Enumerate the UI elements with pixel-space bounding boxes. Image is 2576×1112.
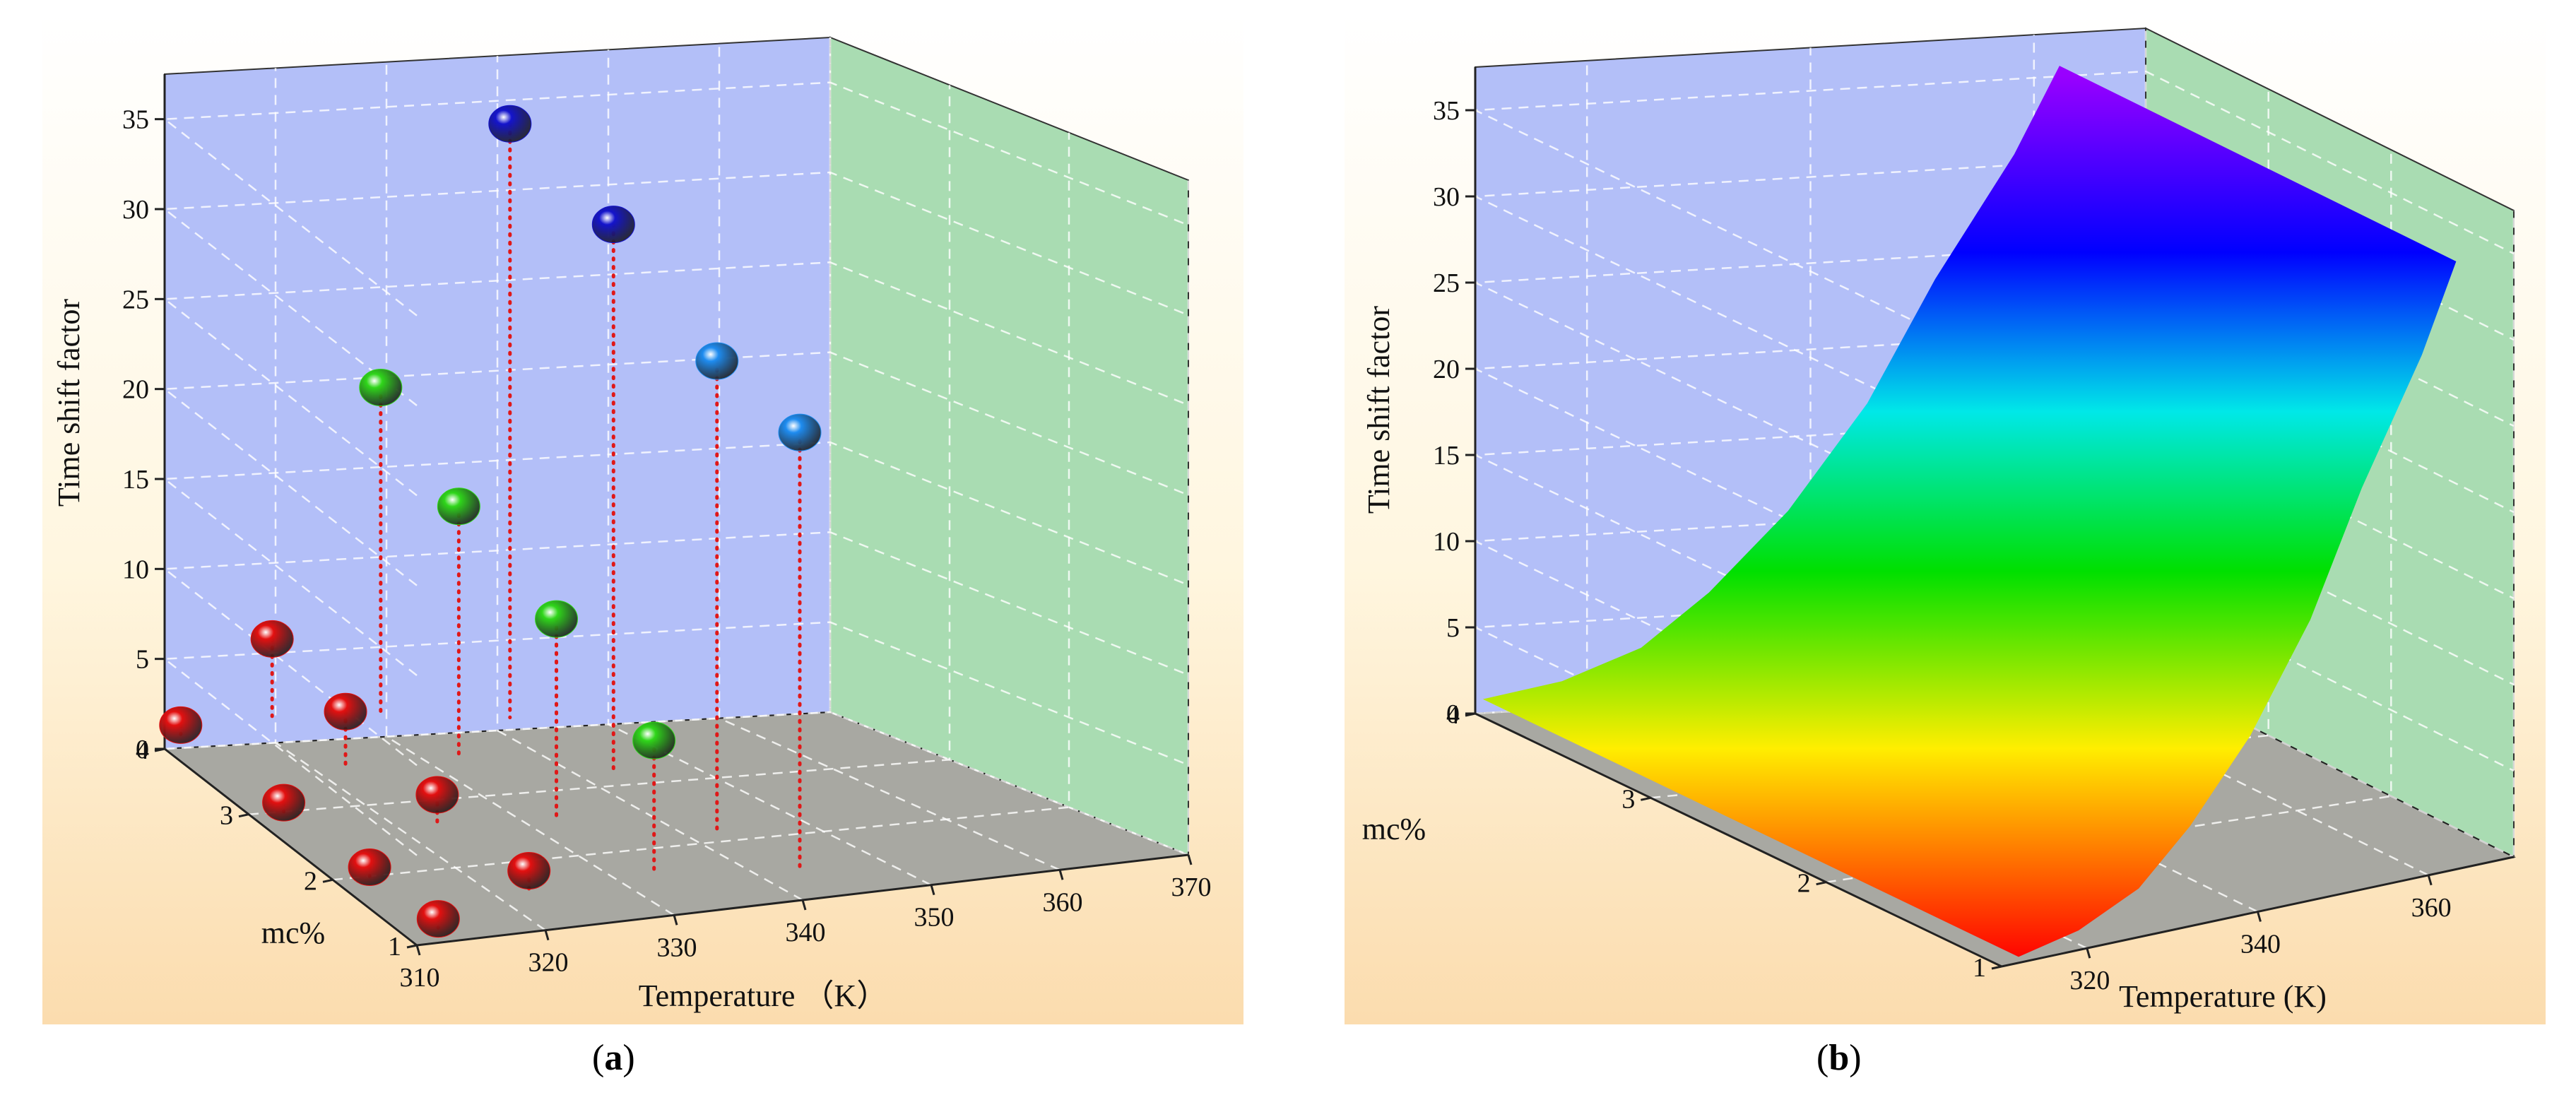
data-point <box>535 600 579 638</box>
z-tick-mark <box>1465 712 1476 717</box>
y-tick-label: 10 <box>1433 527 1460 557</box>
y-tick-label: 35 <box>122 105 149 135</box>
x-tick-mark <box>673 914 678 925</box>
z-tick-mark <box>1641 796 1651 801</box>
caption-a-letter: a <box>604 1038 623 1078</box>
x-tick-mark <box>1058 869 1064 880</box>
z-tick-label: 3 <box>1621 784 1635 814</box>
y-tick-label: 5 <box>1446 613 1460 643</box>
y-tick-label: 15 <box>122 465 149 495</box>
y-tick-label: 25 <box>1433 268 1460 298</box>
grid-line-z <box>332 132 1070 881</box>
y-axis-title: Time shift factor <box>52 299 86 507</box>
grid-line-y <box>1472 70 2515 365</box>
x-tick-label: 310 <box>400 963 440 993</box>
data-point <box>359 368 403 406</box>
data-point <box>488 105 532 143</box>
x-tick-label: 330 <box>657 933 697 962</box>
caption-a: (a) <box>592 1038 635 1078</box>
z-tick-mark <box>1991 965 2002 970</box>
data-point <box>507 851 551 889</box>
data-point <box>159 706 203 744</box>
z-tick-mark <box>154 747 165 752</box>
side-wall <box>829 36 1189 856</box>
z-tick-label: 2 <box>1797 869 1811 899</box>
grid-line-x <box>385 61 675 916</box>
x-tick-mark <box>415 945 421 956</box>
y-tick-label: 20 <box>1433 355 1460 384</box>
z-tick-label: 1 <box>388 932 401 962</box>
y-tick-label: 0 <box>1446 699 1460 729</box>
x-tick-label: 370 <box>1171 873 1212 902</box>
scatter-3d-chart: 0 5 10 15 20 25 30 35 310 320 330 340 350 360 370 1 2 3 4 T… <box>42 14 1243 1024</box>
data-point <box>695 342 739 380</box>
y-tick-label: 30 <box>122 195 149 225</box>
z-tick-label: 2 <box>304 866 317 896</box>
z-tick-mark <box>406 944 418 949</box>
x-axis-title: Temperature （K） <box>639 978 887 1013</box>
z-tick-mark <box>1816 881 1826 886</box>
x-axis-title: Temperature (K) <box>2119 979 2327 1014</box>
grid-line-x <box>496 56 803 901</box>
x-tick-mark <box>801 899 807 911</box>
z-tick-mark <box>322 878 333 883</box>
y-axis-title: Time shift factor <box>1361 306 1396 514</box>
grid-line-z <box>164 37 832 750</box>
grid-line-y <box>162 81 1189 317</box>
data-point <box>591 206 635 244</box>
data-point <box>632 721 676 759</box>
response-surface <box>1482 66 2457 957</box>
y-tick-label: 30 <box>1433 182 1460 212</box>
chart-panel-a: 0 5 10 15 20 25 30 35 310 320 330 340 350 360 370 1 2 3 4 T… <box>42 14 1243 1078</box>
x-tick-label: 340 <box>786 918 826 947</box>
y-tick-label: 0 <box>136 735 149 764</box>
grid-line-y <box>162 621 1189 856</box>
caption-b-letter: b <box>1828 1038 1850 1078</box>
y-tick-label: 15 <box>1433 441 1460 471</box>
x-tick-label: 360 <box>2411 893 2452 923</box>
z-axis-title: mc% <box>1362 812 1426 846</box>
z-axis-title: mc% <box>261 916 325 950</box>
x-tick-mark <box>2427 875 2433 886</box>
grid-line-y <box>162 351 1189 586</box>
data-point <box>348 848 391 886</box>
data-point <box>778 413 822 451</box>
y-tick-label: 10 <box>122 555 149 584</box>
x-tick-mark <box>930 885 935 896</box>
grid-line-x <box>1585 60 2088 950</box>
x-tick-label: 340 <box>2240 930 2281 959</box>
data-point <box>250 620 294 658</box>
x-tick-mark <box>1187 854 1193 865</box>
z-tick-label: 3 <box>220 801 233 831</box>
caption-b: (b) <box>1816 1038 1862 1078</box>
y-tick-label: 5 <box>136 645 149 675</box>
x-tick-mark <box>544 930 550 941</box>
z-tick-label: 4 <box>1446 700 1460 730</box>
x-tick-label: 320 <box>528 948 569 978</box>
data-point <box>437 487 480 526</box>
data-point <box>262 783 306 822</box>
grid-line-x <box>829 37 1189 856</box>
y-tick-label: 20 <box>122 375 149 405</box>
data-point <box>415 776 459 814</box>
x-tick-label: 320 <box>2069 966 2110 995</box>
y-tick-label: 25 <box>122 285 149 314</box>
z-axis-line <box>1475 712 2002 968</box>
x-tick-mark <box>2086 947 2091 959</box>
chart-panel-b: 0 5 10 15 20 25 30 35 320 340 360 1 2 3 4 Time shift fa… <box>1288 0 2576 1112</box>
grid-line-z <box>248 85 951 815</box>
surface-3d-chart: 0 5 10 15 20 25 30 35 320 340 360 1 2 3 4 Time shift fa… <box>1345 14 2546 1024</box>
z-tick-label: 4 <box>136 735 149 765</box>
x-tick-label: 350 <box>914 903 955 933</box>
x-tick-mark <box>2257 911 2262 922</box>
y-tick-label: 35 <box>1433 96 1460 126</box>
z-tick-mark <box>238 813 249 818</box>
data-point <box>324 692 367 731</box>
z-tick-label: 1 <box>1973 953 1986 983</box>
z-axis-line <box>164 747 418 947</box>
x-tick-label: 360 <box>1043 887 1083 917</box>
data-point <box>416 900 460 938</box>
